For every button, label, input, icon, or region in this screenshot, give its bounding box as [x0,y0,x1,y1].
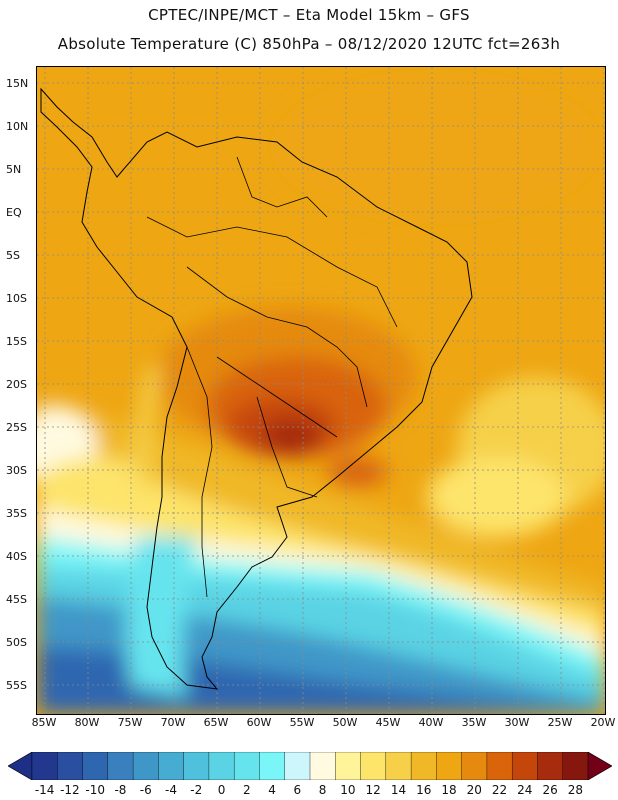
colorbar-swatch [562,752,589,780]
colorbar-tick-label: 14 [390,783,407,797]
colorbar-tick-label: 22 [491,783,508,797]
colorbar-swatch [57,752,84,780]
south-america-coastline [40,87,473,690]
lon-tick-label: 65W [203,716,229,729]
lon-tick-label: 60W [246,716,272,729]
lon-tick-label: 40W [418,716,444,729]
colorbar-swatch [537,752,564,780]
colorbar-swatch [82,752,109,780]
lat-tick-label: 45S [6,593,27,606]
lon-tick-label: 80W [74,716,100,729]
lon-tick-label: 85W [31,716,57,729]
colorbar-swatch [259,752,286,780]
colorbar-swatch [158,752,185,780]
lat-tick-label: 40S [6,550,27,563]
colorbar-swatch [461,752,488,780]
colorbar-tick-label: -10 [85,783,105,797]
temperature-map [36,66,606,715]
colorbar-tick-label: 12 [365,783,381,797]
colorbar-tick-label: 8 [318,783,327,797]
colorbar-tick-label: -6 [139,783,152,797]
lat-tick-label: 10N [6,120,29,133]
colorbar-swatch [410,752,438,780]
colorbar-swatch [183,752,210,780]
colorbar-low-arrow [8,752,33,780]
colorbar-tick-label: 28 [567,783,583,797]
chart-title-line2: Absolute Temperature (C) 850hPa – 08/12/… [57,35,561,53]
temperature-field [37,67,605,714]
lat-tick-label: 15N [6,77,29,90]
colorbar-swatch [436,752,463,780]
colorbar-swatch [335,752,362,780]
colorbar-swatch [511,752,539,780]
colorbar-tick-label: -8 [114,783,127,797]
colorbar-swatch [486,752,513,780]
colorbar-swatch [233,752,261,780]
colorbar-swatch [132,752,160,780]
lat-tick-label: 15S [6,335,27,348]
colorbar-tick-label: 2 [242,783,251,797]
lon-tick-label: 50W [332,716,358,729]
lon-tick-label: 55W [289,716,315,729]
lon-tick-label: 20W [590,716,616,729]
colorbar-tick-label: -12 [60,783,80,797]
colorbar-swatch [107,752,134,780]
colorbar-swatch [208,752,235,780]
colorbar-swatch [284,752,311,780]
colorbar-swatch [360,752,387,780]
colorbar-swatch [385,752,412,780]
lon-tick-label: 45W [375,716,401,729]
colorbar-tick-label: -14 [34,783,55,797]
lat-tick-label: 5S [6,249,20,262]
colorbar-tick-label: -4 [165,783,177,797]
colorbar-swatch [31,752,58,780]
chart-title-line1: CPTEC/INPE/MCT – Eta Model 15km – GFS [148,6,470,24]
colorbar-tick-label: 4 [268,783,276,797]
lat-tick-label: 55S [6,679,27,692]
colorbar-high-arrow [587,752,612,780]
colorbar-tick-label: -2 [190,783,203,797]
lon-tick-label: 75W [117,716,143,729]
colorbar-tick-label: 26 [542,783,558,797]
lon-tick-label: 25W [547,716,573,729]
colorbar-tick-label: 10 [340,783,356,797]
lat-tick-label: 10S [6,292,27,305]
lon-tick-label: 35W [461,716,487,729]
lat-tick-label: 20S [6,378,27,391]
colorbar-swatch [309,752,336,780]
lat-tick-label: 30S [6,464,27,477]
lon-tick-label: 70W [160,716,186,729]
colorbar-tick-label: 18 [441,783,457,797]
lat-tick-label: 5N [6,163,22,176]
lat-tick-label: 50S [6,636,27,649]
lat-tick-label: 35S [6,507,27,520]
colorbar-tick-label: 20 [466,783,482,797]
lon-tick-label: 30W [504,716,530,729]
lat-tick-label: 25S [6,421,27,434]
colorbar-tick-label: 0 [217,783,226,797]
lat-tick-label: EQ [6,206,22,219]
colorbar-tick-label: 24 [517,783,533,797]
colorbar-tick-label: 16 [416,783,432,797]
temperature-colorbar [8,752,612,780]
colorbar-tick-label: 6 [293,783,302,797]
